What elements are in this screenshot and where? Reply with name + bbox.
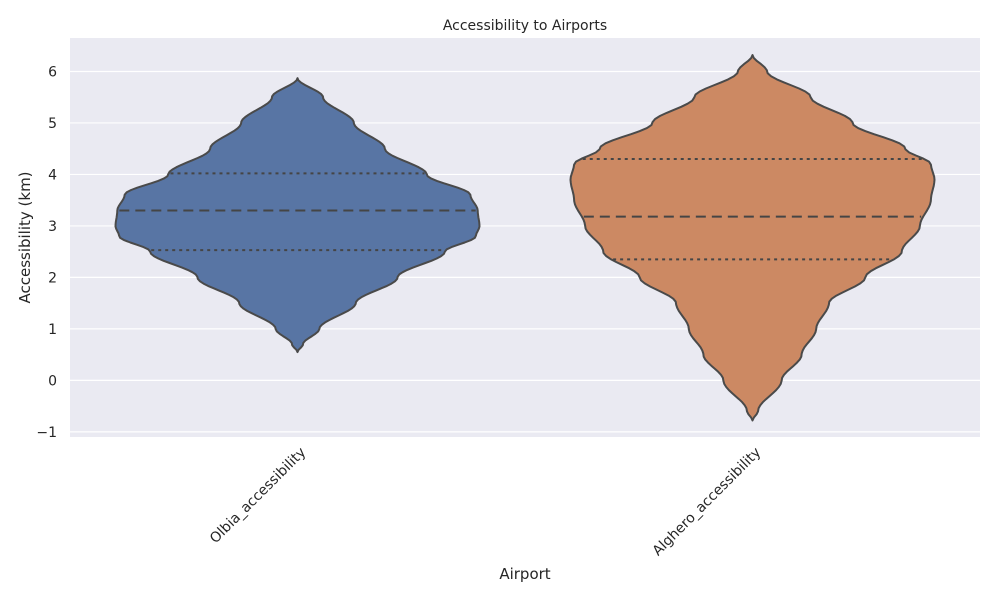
x-tick-label: Olbia_accessibility bbox=[207, 445, 309, 547]
violin-body bbox=[569, 54, 936, 422]
y-tick-label: 0 bbox=[48, 373, 57, 389]
y-tick-label: −1 bbox=[36, 425, 57, 441]
y-tick-label: 3 bbox=[48, 219, 57, 235]
violin-Alghero_accessibility bbox=[569, 54, 936, 422]
violins bbox=[114, 54, 936, 422]
chart-title: Accessibility to Airports bbox=[443, 18, 607, 34]
y-axis-title: Accessibility (km) bbox=[16, 171, 34, 303]
violin-Olbia_accessibility bbox=[114, 77, 481, 354]
y-tick-label: 2 bbox=[48, 270, 57, 286]
violin-body bbox=[114, 77, 481, 354]
y-tick-labels: −1 0 1 2 3 4 5 6 bbox=[36, 64, 57, 440]
x-tick-label: Alghero_accessibility bbox=[650, 445, 765, 560]
x-tick-labels: Olbia_accessibility Alghero_accessibility bbox=[207, 445, 764, 560]
y-tick-label: 1 bbox=[48, 322, 57, 338]
y-tick-label: 6 bbox=[48, 64, 57, 80]
y-tick-label: 4 bbox=[48, 167, 57, 183]
x-axis-title: Airport bbox=[499, 565, 550, 583]
y-tick-label: 5 bbox=[48, 116, 57, 132]
